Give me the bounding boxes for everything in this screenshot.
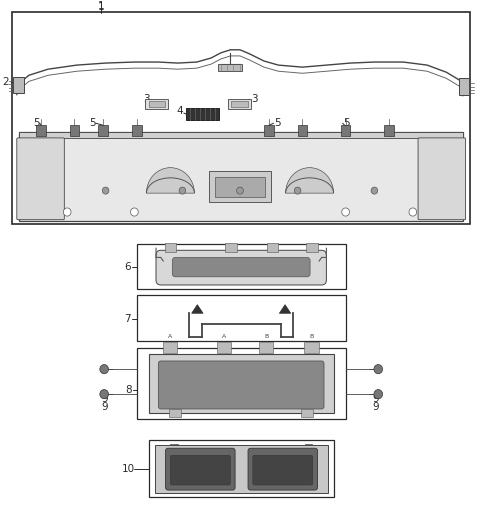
Circle shape: [342, 208, 349, 216]
Circle shape: [102, 187, 109, 194]
Bar: [12, 12, 470, 224]
Text: 5: 5: [89, 118, 96, 129]
Text: 5: 5: [343, 118, 350, 129]
FancyBboxPatch shape: [17, 138, 64, 220]
Bar: [132, 125, 142, 136]
Bar: [306, 243, 318, 252]
Text: 3: 3: [251, 94, 258, 104]
Bar: [70, 125, 79, 136]
Circle shape: [100, 365, 108, 374]
FancyBboxPatch shape: [253, 455, 313, 485]
Circle shape: [131, 208, 138, 216]
Text: A: A: [222, 333, 227, 338]
FancyBboxPatch shape: [172, 258, 310, 277]
Bar: [137, 348, 346, 419]
FancyBboxPatch shape: [170, 455, 230, 485]
Bar: [298, 125, 307, 136]
Bar: [169, 409, 181, 417]
Text: A: A: [168, 333, 172, 338]
Polygon shape: [192, 305, 203, 313]
Text: B: B: [310, 333, 314, 338]
Bar: [137, 244, 346, 289]
Wedge shape: [146, 167, 194, 193]
Bar: [259, 342, 273, 353]
Bar: [209, 171, 271, 202]
Bar: [36, 125, 46, 136]
Bar: [304, 342, 319, 353]
Circle shape: [409, 208, 417, 216]
Bar: [149, 440, 334, 497]
Text: 4: 4: [177, 106, 183, 116]
Bar: [231, 101, 248, 108]
Circle shape: [294, 187, 301, 194]
Text: 9: 9: [372, 394, 379, 404]
Bar: [301, 409, 313, 417]
Bar: [145, 99, 168, 109]
Bar: [98, 125, 108, 136]
Bar: [19, 132, 463, 138]
Bar: [218, 64, 242, 71]
Circle shape: [100, 390, 108, 399]
Bar: [264, 125, 274, 136]
Bar: [215, 177, 265, 197]
Bar: [149, 354, 334, 413]
Bar: [137, 295, 346, 341]
Bar: [163, 342, 177, 353]
Bar: [459, 78, 469, 95]
FancyBboxPatch shape: [158, 361, 324, 409]
Bar: [384, 125, 394, 136]
Text: 2: 2: [2, 77, 9, 88]
Bar: [155, 444, 328, 493]
Circle shape: [237, 187, 243, 194]
Text: 1: 1: [97, 2, 104, 12]
Text: 9: 9: [101, 394, 108, 404]
Text: 10: 10: [122, 464, 135, 474]
Circle shape: [179, 187, 186, 194]
Text: B: B: [264, 333, 268, 338]
Bar: [341, 125, 350, 136]
Bar: [186, 108, 219, 120]
Circle shape: [371, 187, 378, 194]
Text: 3: 3: [143, 94, 150, 104]
Text: 1: 1: [97, 1, 104, 11]
Bar: [267, 243, 278, 252]
Wedge shape: [286, 167, 334, 193]
FancyBboxPatch shape: [166, 448, 235, 490]
Bar: [225, 243, 237, 252]
Text: 7: 7: [124, 314, 131, 324]
Circle shape: [63, 208, 71, 216]
Text: 5: 5: [33, 118, 39, 129]
Bar: [228, 99, 251, 109]
Circle shape: [374, 365, 383, 374]
Circle shape: [374, 390, 383, 399]
FancyBboxPatch shape: [248, 448, 318, 490]
Bar: [149, 101, 165, 108]
Text: 5: 5: [274, 118, 281, 129]
Bar: [13, 77, 24, 93]
Polygon shape: [279, 305, 291, 313]
Text: 6: 6: [124, 262, 131, 272]
Text: 9: 9: [101, 402, 108, 413]
Bar: [19, 132, 463, 221]
Bar: [217, 342, 231, 353]
FancyBboxPatch shape: [156, 250, 326, 285]
Text: 8: 8: [125, 385, 132, 395]
Bar: [165, 243, 176, 252]
Text: 9: 9: [372, 402, 379, 413]
FancyBboxPatch shape: [418, 138, 466, 220]
